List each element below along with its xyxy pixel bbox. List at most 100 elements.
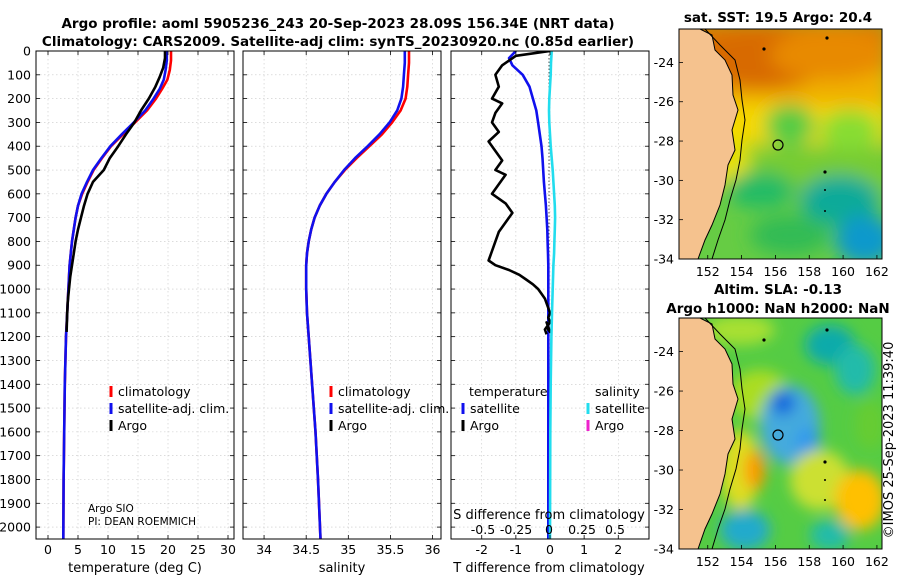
x-tick-label: 10 [100,542,116,557]
x-tick-label: 5 [74,542,82,557]
x-tick-label: 34 [256,542,272,557]
sla-map-title: Altim. SLA: -0.13 [714,282,842,298]
profile-legend: climatology satellite-adj. clim. Argo [109,384,229,433]
map-x-tick-label: 156 [763,554,787,569]
map-x-tick-label: 158 [797,554,821,569]
legend-s-argo: Argo [595,418,624,433]
depth-tick-label: 900 [7,258,31,273]
argo-position-marker [772,139,784,151]
map-y-tick-label: -26 [654,384,674,399]
depth-tick-label: 100 [7,67,31,82]
legend-argo: Argo [338,418,367,433]
x-tick-label: 15 [130,542,146,557]
difference-panel: -2 -1 0 1 2 S difference from climatology -0… [450,50,650,576]
map-y-tick-label: -34 [654,252,674,267]
depth-tick-label: 400 [7,139,31,154]
salinity-xlabel: salinity [319,561,366,576]
salinity-legend: climatology satellite-adj. clim. Argo [329,384,449,433]
x-tick-label: 30 [220,542,236,557]
map-y-tick-label: -28 [654,134,674,149]
sst-map-title: sat. SST: 19.5 Argo: 20.4 [684,10,872,26]
depth-tick-label: 600 [7,186,31,201]
depth-tick-label: 1600 [0,424,31,439]
s-diff-tick-label: -0.25 [500,522,532,537]
series-line-argo [65,51,167,332]
series-line-satellite-adj-clim- [304,51,407,539]
depth-tick-label: 1900 [0,496,31,511]
legend-s-satellite: satellite [595,401,645,416]
depth-tick-label: 1000 [0,282,31,297]
depth-tick-label: 700 [7,210,31,225]
map-x-tick-label: 158 [797,264,821,279]
salinity-diff-xlabel: S difference from climatology [453,508,645,523]
map-x-tick-label: 162 [865,554,889,569]
series-line-s-satellite [547,51,557,539]
s-diff-tick-label: 0.5 [605,522,625,537]
depth-tick-label: 1700 [0,448,31,463]
depth-tick-label: 1500 [0,401,31,416]
x-tick-label: 1 [580,542,588,557]
map-y-tick-label: -34 [654,542,674,557]
legend-climatology: climatology [118,384,191,399]
figure-title-line2: Climatology: CARS2009. Satellite-adj cli… [42,34,634,50]
temperature-xlabel: temperature (deg C) [68,561,202,576]
depth-tick-label: 200 [7,91,31,106]
map-y-tick-label: -30 [654,173,674,188]
depth-tick-label: 1200 [0,329,31,344]
legend-salinity-head: salinity [595,384,640,399]
x-tick-label: 35 [340,542,356,557]
depth-tick-label: 500 [7,163,31,178]
x-tick-label: -1 [510,542,522,557]
s-diff-tick-label: 0.25 [568,522,596,537]
map-y-tick-label: -32 [654,502,674,517]
legend-t-argo: Argo [470,418,499,433]
map-y-tick-label: -24 [654,344,674,359]
salinity-panel: 34 34.5 35 35.5 36 salinity climatology sate… [242,50,449,576]
x-tick-label: 0 [44,542,52,557]
sla-map: Altim. SLA: -0.13 Argo h1000: NaN h2000:… [654,282,890,569]
credit-line2: PI: DEAN ROEMMICH [88,516,196,528]
difference-legend: temperature salinity satellite Argo sate… [461,384,645,433]
legend-satellite: satellite-adj. clim. [338,401,449,416]
map-x-tick-label: 152 [696,264,720,279]
temperature-panel: 0 5 10 15 20 25 30 0 100 200 300 400 500 600 700 800 90… [0,44,236,577]
map-x-tick-label: 152 [696,554,720,569]
legend-climatology: climatology [338,384,411,399]
map-y-tick-label: -24 [654,55,674,70]
series-line-climatology [62,51,173,539]
map-x-tick-label: 154 [730,554,754,569]
depth-tick-label: 1100 [0,305,31,320]
depth-tick-label: 2000 [0,520,31,535]
s-diff-tick-label: -0.5 [471,522,495,537]
figure-title-line1: Argo profile: aoml 5905236_243 20-Sep-20… [61,16,614,32]
map-x-tick-label: 154 [730,264,754,279]
series-line-satellite-adj-clim- [62,51,169,539]
imos-timestamp: ©IMOS 25-Sep-2023 11:39:40 [882,342,897,539]
map-x-tick-label: 160 [831,554,855,569]
depth-tick-label: 1800 [0,472,31,487]
series-line-t-satellite [507,51,550,539]
sla-map-title2: Argo h1000: NaN h2000: NaN [666,301,889,317]
legend-t-satellite: satellite [470,401,520,416]
map-y-tick-label: -28 [654,423,674,438]
x-tick-label: 2 [614,542,622,557]
depth-tick-label: 800 [7,234,31,249]
x-tick-label: 25 [190,542,206,557]
series-line-t-argo [487,51,552,335]
credit-line1: Argo SIO [88,503,134,515]
temperature-diff-xlabel: T difference from climatology [452,561,645,576]
argo-position-marker [772,429,784,441]
map-x-tick-label: 160 [831,264,855,279]
legend-temperature-head: temperature [469,384,548,399]
x-tick-label: -2 [475,542,487,557]
map-y-tick-label: -26 [654,94,674,109]
depth-tick-label: 0 [23,44,31,59]
s-diff-tick-label: 0 [545,522,553,537]
sst-map: sat. SST: 19.5 Argo: 20.4 [654,10,889,279]
x-tick-label: 34.5 [292,542,320,557]
depth-tick-label: 300 [7,115,31,130]
map-x-tick-label: 156 [763,264,787,279]
x-tick-label: 36 [425,542,441,557]
depth-tick-label: 1400 [0,377,31,392]
